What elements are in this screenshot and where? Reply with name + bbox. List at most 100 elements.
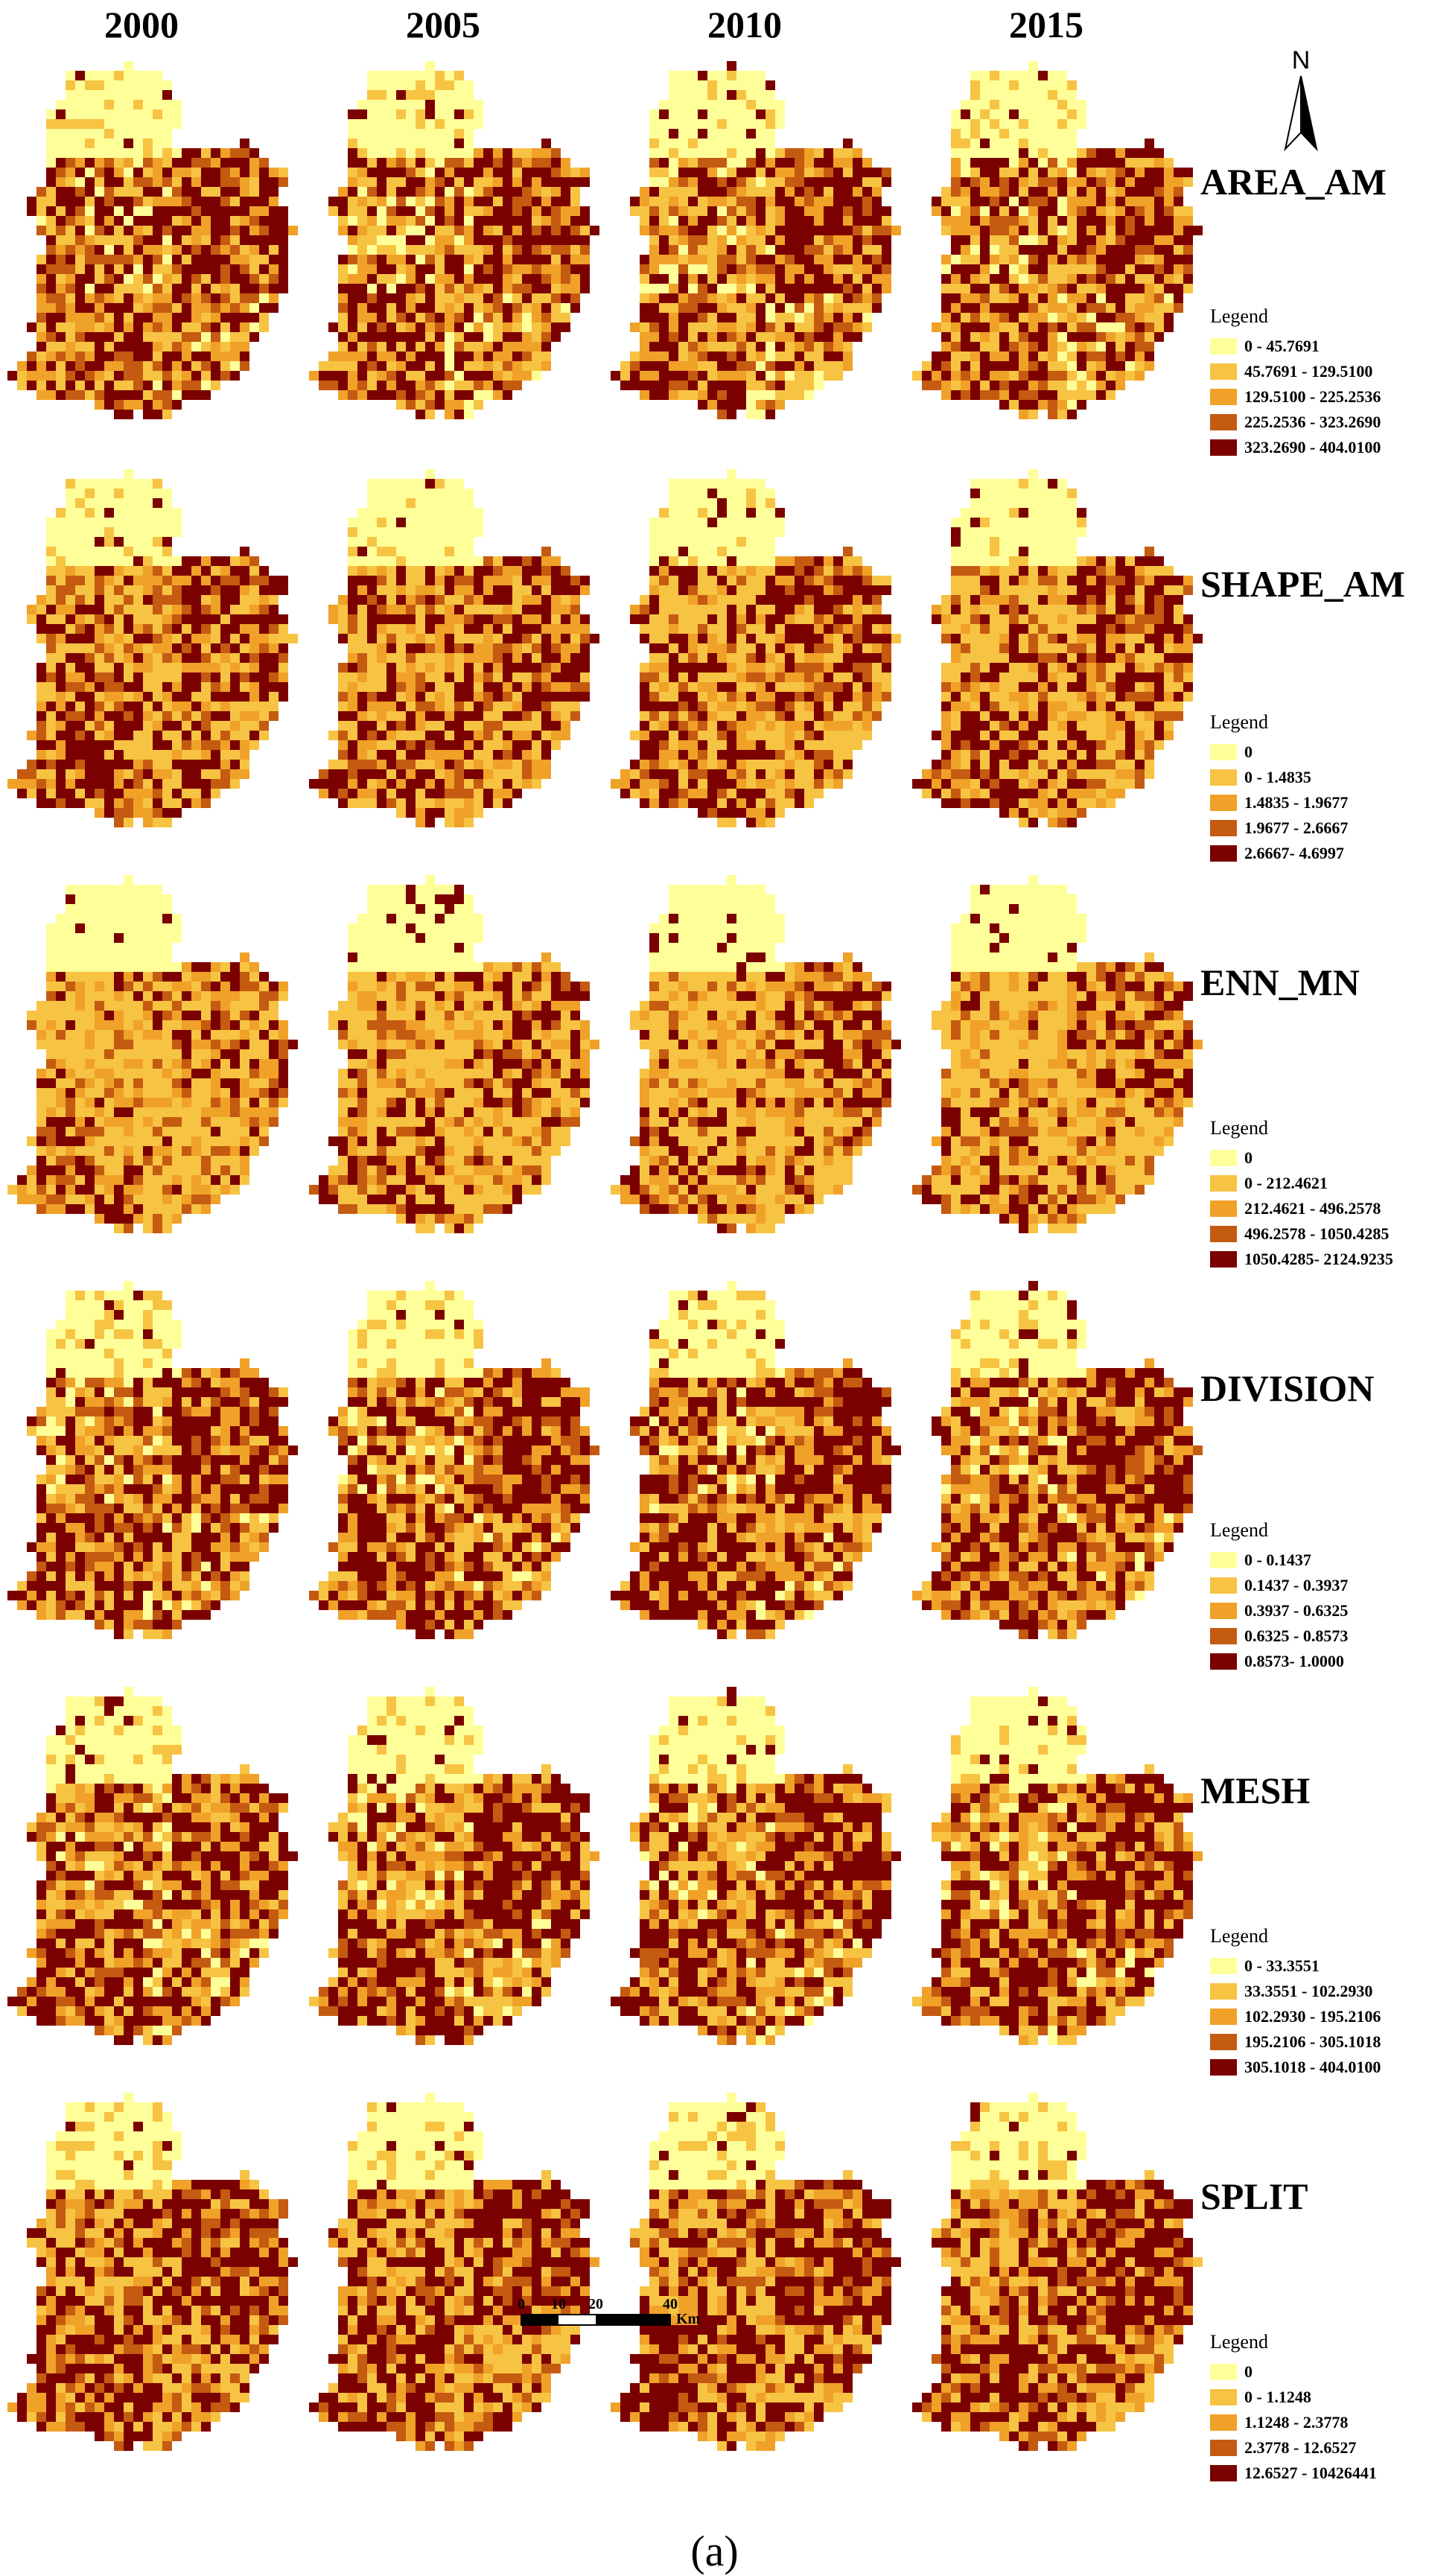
legend-item: 0 - 1.1248 <box>1210 2385 1377 2410</box>
legend-swatch <box>1210 845 1237 862</box>
map-svg <box>309 61 599 419</box>
legend-swatch <box>1210 1628 1237 1644</box>
legend-label: 45.7691 - 129.5100 <box>1244 362 1373 381</box>
legend-label: 1.1248 - 2.3778 <box>1244 2413 1349 2432</box>
map-panel <box>0 860 302 1266</box>
map-panel <box>603 1266 905 1672</box>
legend: Legend 0 0 - 1.4835 1.4835 - 1.9677 1.9677 -… <box>1210 711 1348 866</box>
legend-item: 0 - 212.4621 <box>1210 1171 1393 1196</box>
legend-label: 323.2690 - 404.0100 <box>1244 438 1381 457</box>
legend-swatch <box>1210 2440 1237 2456</box>
legend-label: 305.1018 - 404.0100 <box>1244 2058 1381 2076</box>
legend-title: Legend <box>1210 1117 1268 1139</box>
year-header-2005: 2005 <box>406 4 480 45</box>
legend-swatch <box>1210 1175 1237 1192</box>
map-panel <box>905 2078 1206 2484</box>
scale-tick-40: 40 <box>663 2296 678 2312</box>
map-panel <box>302 860 603 1266</box>
legend-swatch <box>1210 1150 1237 1166</box>
metric-row <box>0 860 1429 1266</box>
figure-caption: (a) <box>690 2527 739 2575</box>
scale-tick-0: 0 <box>518 2296 525 2312</box>
map-svg <box>7 1687 298 2045</box>
map-panel <box>603 2078 905 2484</box>
legend: Legend 0 - 0.1437 0.1437 - 0.3937 0.3937 - … <box>1210 1519 1348 1674</box>
legend-swatch <box>1210 2364 1237 2380</box>
metric-label: SPLIT <box>1200 2175 1308 2217</box>
map-svg <box>912 1687 1203 2045</box>
north-arrow-icon: N <box>1275 45 1327 156</box>
legend-item: 1.9677 - 2.6667 <box>1210 815 1348 841</box>
legend-item: 496.2578 - 1050.4285 <box>1210 1221 1393 1247</box>
map-panel <box>0 1672 302 2078</box>
legend-swatch <box>1210 795 1237 811</box>
map-svg <box>912 61 1203 419</box>
legend-item: 0.8573- 1.0000 <box>1210 1649 1348 1674</box>
legend: Legend 0 0 - 212.4621 212.4621 - 496.2578 49… <box>1210 1117 1393 1272</box>
map-svg <box>309 875 599 1233</box>
legend-item: 225.2536 - 323.2690 <box>1210 410 1381 435</box>
legend-label: 0 - 0.1437 <box>1244 1551 1311 1569</box>
legend-label: 212.4621 - 496.2578 <box>1244 1199 1381 1218</box>
legend-item: 0 - 33.3551 <box>1210 1953 1381 1979</box>
map-panel <box>0 2078 302 2484</box>
legend-swatch <box>1210 2465 1237 2481</box>
legend-label: 0.3937 - 0.6325 <box>1244 1601 1349 1620</box>
legend-item: 0.3937 - 0.6325 <box>1210 1598 1348 1623</box>
map-svg <box>611 469 901 827</box>
legend-item: 323.2690 - 404.0100 <box>1210 435 1381 460</box>
metric-label: DIVISION <box>1200 1367 1375 1409</box>
legend-swatch <box>1210 439 1237 456</box>
map-svg <box>309 1281 599 1639</box>
year-header-2000: 2000 <box>104 4 179 45</box>
legend-item: 1050.4285- 2124.9235 <box>1210 1247 1393 1272</box>
legend-swatch <box>1210 414 1237 430</box>
legend-label: 129.5100 - 225.2536 <box>1244 387 1381 406</box>
legend-label: 12.6527 - 10426441 <box>1244 2464 1377 2482</box>
legend-title: Legend <box>1210 711 1268 733</box>
map-svg <box>912 875 1203 1233</box>
legend-item: 2.6667- 4.6997 <box>1210 841 1348 866</box>
legend-label: 0 - 33.3551 <box>1244 1956 1320 1975</box>
map-panel <box>905 1672 1206 2078</box>
north-label: N <box>1292 46 1311 74</box>
map-svg <box>611 875 901 1233</box>
legend-label: 195.2106 - 305.1018 <box>1244 2032 1381 2051</box>
map-svg <box>912 2093 1203 2451</box>
legend-item: 0 <box>1210 2359 1377 2385</box>
map-panel <box>905 46 1206 452</box>
map-svg <box>611 1687 901 2045</box>
legend-swatch <box>1210 1200 1237 1217</box>
map-panel <box>302 46 603 452</box>
map-panel <box>0 46 302 452</box>
metric-label: SHAPE_AM <box>1200 563 1405 605</box>
legend-swatch <box>1210 2059 1237 2076</box>
legend-item: 0.6325 - 0.8573 <box>1210 1623 1348 1649</box>
map-panel <box>603 1672 905 2078</box>
map-svg <box>309 2093 599 2451</box>
scale-tick-20: 20 <box>588 2296 603 2312</box>
legend-item: 212.4621 - 496.2578 <box>1210 1196 1393 1221</box>
legend-item: 129.5100 - 225.2536 <box>1210 384 1381 410</box>
legend-swatch <box>1210 744 1237 760</box>
legend-swatch <box>1210 1958 1237 1974</box>
legend-swatch <box>1210 1577 1237 1594</box>
legend-item: 0 - 1.4835 <box>1210 765 1348 790</box>
legend-swatch <box>1210 2414 1237 2431</box>
map-panel <box>0 1266 302 1672</box>
year-header-2015: 2015 <box>1009 4 1083 45</box>
legend-item: 1.1248 - 2.3778 <box>1210 2410 1377 2435</box>
legend-label: 0 - 1.1248 <box>1244 2388 1311 2406</box>
legend-item: 1.4835 - 1.9677 <box>1210 790 1348 815</box>
legend-swatch <box>1210 1653 1237 1670</box>
map-svg <box>7 1281 298 1639</box>
legend-label: 1.4835 - 1.9677 <box>1244 793 1349 812</box>
legend-label: 0.8573- 1.0000 <box>1244 1652 1344 1670</box>
legend-label: 1050.4285- 2124.9235 <box>1244 1250 1393 1268</box>
map-panel <box>302 1266 603 1672</box>
metric-row <box>0 46 1429 452</box>
legend-swatch <box>1210 2389 1237 2405</box>
map-panel <box>905 1266 1206 1672</box>
legend-item: 2.3778 - 12.6527 <box>1210 2435 1377 2461</box>
legend-label: 102.2930 - 195.2106 <box>1244 2007 1381 2026</box>
